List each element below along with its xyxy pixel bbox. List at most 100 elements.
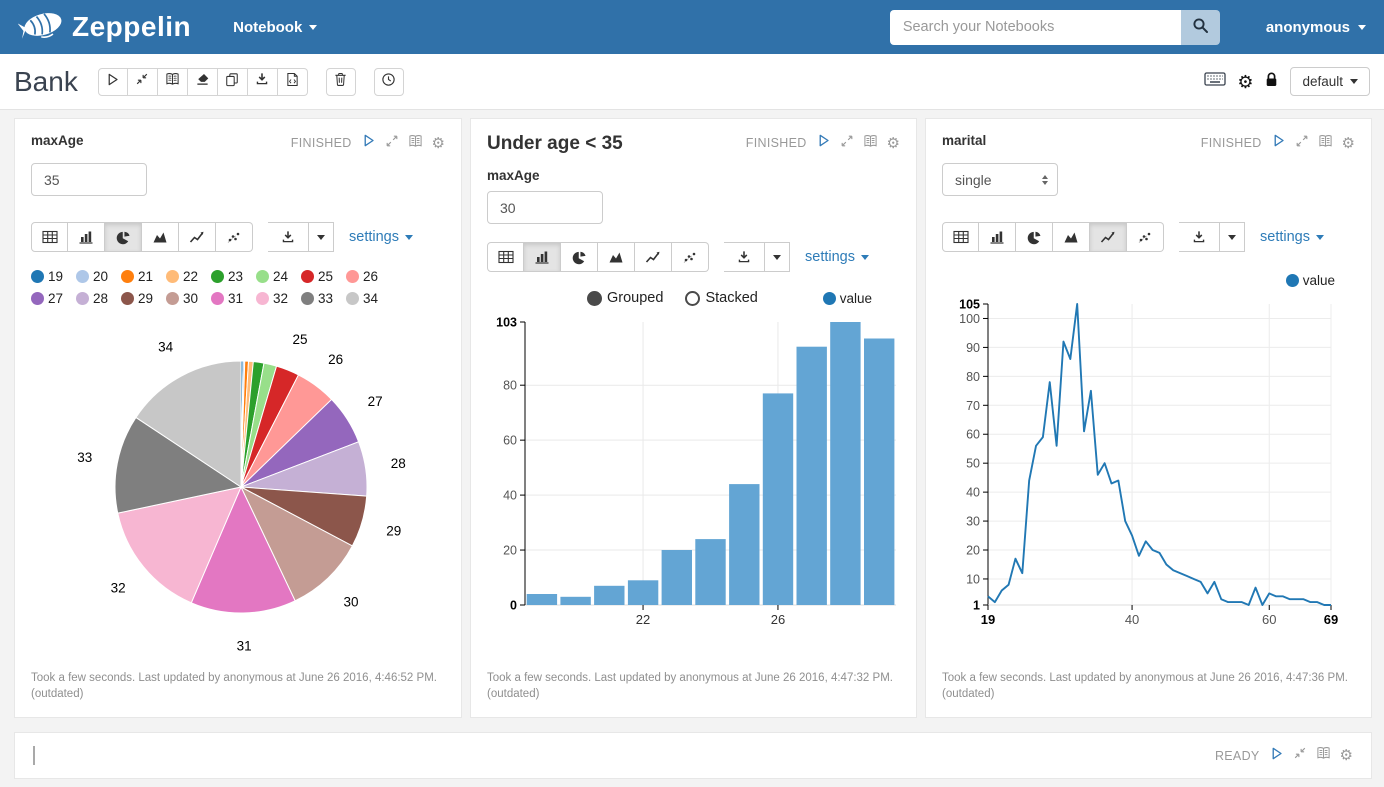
chart-type-bar-button[interactable] xyxy=(524,242,561,272)
chart-type-bar-button[interactable] xyxy=(68,222,105,252)
note-title[interactable]: Bank xyxy=(14,65,78,97)
svg-text:30: 30 xyxy=(966,515,980,529)
chart-type-scatter-button[interactable] xyxy=(1127,222,1164,252)
legend-item[interactable]: 34 xyxy=(346,291,391,306)
expand-icon[interactable] xyxy=(1295,134,1309,153)
legend-item[interactable]: 19 xyxy=(31,269,76,284)
legend-item[interactable]: 30 xyxy=(166,291,211,306)
search-button[interactable] xyxy=(1180,9,1220,45)
legend-item[interactable]: 29 xyxy=(121,291,166,306)
run-paragraph-icon[interactable] xyxy=(816,133,831,153)
scheduler-button[interactable] xyxy=(373,67,404,96)
series-legend-item[interactable]: value xyxy=(822,291,872,306)
run-all-button[interactable] xyxy=(97,67,128,96)
settings-link[interactable]: settings xyxy=(1260,229,1324,245)
run-paragraph-icon[interactable] xyxy=(361,133,376,153)
chart-type-table-button[interactable] xyxy=(487,242,524,272)
series-legend-item[interactable]: value xyxy=(1285,273,1335,288)
chart-type-pie-button[interactable] xyxy=(561,242,598,272)
chart-type-table-button[interactable] xyxy=(942,222,979,252)
zeppelin-brand[interactable]: Zeppelin xyxy=(17,7,191,48)
paragraph-settings-icon[interactable]: ⚙ xyxy=(1339,747,1353,764)
download-options-button[interactable] xyxy=(1220,222,1245,252)
show-editor-icon[interactable] xyxy=(1318,134,1333,153)
chart-type-scatter-button[interactable] xyxy=(672,242,709,272)
clone-note-button[interactable] xyxy=(217,67,248,96)
show-editor-icon[interactable] xyxy=(408,134,423,153)
toggle-output-button[interactable] xyxy=(157,67,188,96)
paragraph-under-age: Under age < 35 FINISHED ⚙ maxAge xyxy=(470,118,917,718)
paragraph-settings-icon[interactable]: ⚙ xyxy=(431,134,445,152)
show-editor-icon[interactable] xyxy=(863,134,878,153)
expand-icon[interactable] xyxy=(840,134,854,153)
chart-type-table-button[interactable] xyxy=(31,222,68,252)
show-editor-icon[interactable] xyxy=(1316,746,1331,765)
maxage-input[interactable] xyxy=(31,163,147,196)
interpreter-binding-icon[interactable]: ⚙ xyxy=(1237,71,1254,92)
marital-select[interactable]: single xyxy=(942,163,1058,196)
legend-item[interactable]: 33 xyxy=(301,291,346,306)
expand-icon[interactable] xyxy=(385,134,399,153)
legend-item[interactable]: 32 xyxy=(256,291,301,306)
footer-line: Took a few seconds. Last updated by anon… xyxy=(487,671,893,684)
view-mode-dropdown[interactable]: default xyxy=(1290,67,1370,96)
username: anonymous xyxy=(1265,18,1350,36)
chevron-down-icon xyxy=(1358,24,1366,34)
collapse-code-button[interactable] xyxy=(127,67,158,96)
legend-item[interactable]: 24 xyxy=(256,269,301,284)
download-options-button[interactable] xyxy=(309,222,334,252)
grouped-radio[interactable]: Grouped xyxy=(587,290,663,306)
download-options-button[interactable] xyxy=(765,242,790,272)
legend-item[interactable]: 20 xyxy=(76,269,121,284)
keyboard-shortcuts-icon[interactable] xyxy=(1204,71,1226,92)
legend-item[interactable]: 31 xyxy=(211,291,256,306)
remove-note-button[interactable] xyxy=(325,67,356,96)
radio-unselected-icon xyxy=(685,290,701,306)
run-paragraph-icon[interactable] xyxy=(1271,133,1286,153)
version-control-button[interactable] xyxy=(277,67,308,96)
maxage-input[interactable] xyxy=(487,191,603,224)
legend-dot-icon xyxy=(301,270,314,283)
chart-type-scatter-button[interactable] xyxy=(216,222,253,252)
paragraph-settings-icon[interactable]: ⚙ xyxy=(1341,134,1355,152)
search-input[interactable] xyxy=(889,9,1181,45)
legend-item[interactable]: 22 xyxy=(166,269,211,284)
paragraph-settings-icon[interactable]: ⚙ xyxy=(886,134,900,152)
form-label-maxage: maxAge xyxy=(487,168,540,183)
legend-item[interactable]: 25 xyxy=(301,269,346,284)
download-data-button[interactable] xyxy=(1179,222,1220,252)
paragraph-empty-editor[interactable]: READY ⚙ xyxy=(14,732,1372,779)
settings-link[interactable]: settings xyxy=(805,249,869,265)
settings-link[interactable]: settings xyxy=(349,229,413,245)
chart-type-area-button[interactable] xyxy=(598,242,635,272)
notebook-menu[interactable]: Notebook xyxy=(233,19,318,36)
search-icon xyxy=(1192,17,1209,37)
chart-type-area-button[interactable] xyxy=(1053,222,1090,252)
legend-item[interactable]: 23 xyxy=(211,269,256,284)
stacked-radio[interactable]: Stacked xyxy=(685,290,758,306)
export-note-button[interactable] xyxy=(247,67,278,96)
download-data-button[interactable] xyxy=(724,242,765,272)
chart-type-pie-button[interactable] xyxy=(105,222,142,252)
chart-type-pie-button[interactable] xyxy=(1016,222,1053,252)
svg-text:80: 80 xyxy=(966,370,980,384)
run-paragraph-icon[interactable] xyxy=(1269,746,1284,766)
legend-item[interactable]: 26 xyxy=(346,269,391,284)
chart-type-bar-button[interactable] xyxy=(979,222,1016,252)
user-menu[interactable]: anonymous xyxy=(1246,19,1366,36)
lock-icon[interactable] xyxy=(1264,71,1279,93)
chart-type-area-button[interactable] xyxy=(142,222,179,252)
download-data-button[interactable] xyxy=(268,222,309,252)
svg-text:40: 40 xyxy=(966,486,980,500)
status-badge: FINISHED xyxy=(745,136,807,150)
legend-item[interactable]: 21 xyxy=(121,269,166,284)
legend-item[interactable]: 27 xyxy=(31,291,76,306)
chart-type-line-button[interactable] xyxy=(1090,222,1127,252)
chart-type-line-button[interactable] xyxy=(635,242,672,272)
svg-text:50: 50 xyxy=(966,457,980,471)
clear-output-button[interactable] xyxy=(187,67,218,96)
chart-type-line-button[interactable] xyxy=(179,222,216,252)
collapse-icon[interactable] xyxy=(1293,746,1307,765)
legend-item[interactable]: 28 xyxy=(76,291,121,306)
chevron-down-icon xyxy=(1228,234,1236,244)
